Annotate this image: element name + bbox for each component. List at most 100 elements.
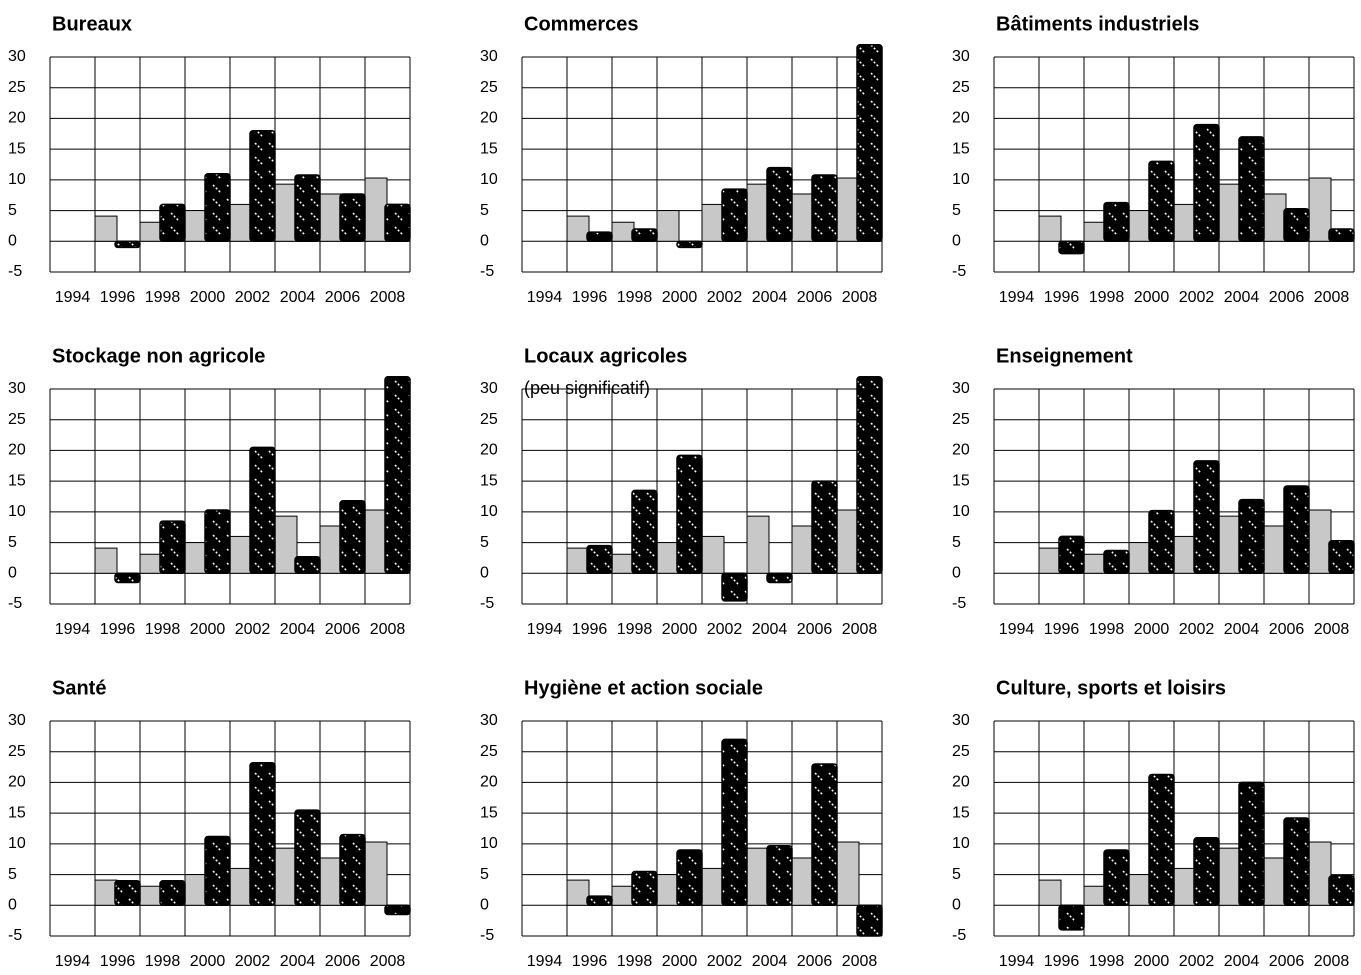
x-tick-label: 2000 <box>190 953 226 970</box>
bar <box>676 240 703 249</box>
bar <box>766 572 793 584</box>
bar <box>631 870 658 907</box>
bar <box>856 43 883 243</box>
bar <box>1283 485 1310 575</box>
bar <box>1238 498 1265 575</box>
bar <box>1128 874 1152 906</box>
x-tick-label: 2000 <box>190 621 226 638</box>
bar <box>364 841 388 906</box>
bar <box>721 572 748 602</box>
x-tick-label: 2000 <box>662 289 698 306</box>
x-tick-label: 1994 <box>55 621 91 638</box>
bar <box>1218 515 1242 574</box>
x-tick-label: 2002 <box>1179 953 1215 970</box>
x-tick-label: 2000 <box>1134 289 1170 306</box>
bar <box>811 763 838 907</box>
x-tick-label: 2008 <box>370 621 406 638</box>
y-tick-label: 15 <box>480 804 498 821</box>
y-tick-label: 30 <box>952 380 970 397</box>
bar <box>384 375 411 575</box>
bar <box>1193 836 1220 907</box>
x-tick-label: 1998 <box>1089 289 1125 306</box>
x-tick-label: 2006 <box>1269 621 1305 638</box>
bar <box>1128 210 1152 242</box>
x-tick-label: 2006 <box>325 621 361 638</box>
y-tick-label: 10 <box>8 503 26 520</box>
bar <box>1238 136 1265 243</box>
y-tick-label: 10 <box>480 171 498 188</box>
x-tick-label: 2006 <box>1269 289 1305 306</box>
bar <box>566 879 590 906</box>
y-tick-label: 5 <box>8 202 17 219</box>
bar <box>1103 849 1130 907</box>
bar <box>1173 867 1197 906</box>
y-tick-label: 0 <box>8 233 17 250</box>
y-tick-label: 5 <box>952 534 961 551</box>
bar <box>611 221 635 242</box>
y-tick-label: 5 <box>952 866 961 883</box>
bar <box>586 895 613 907</box>
chart-title: Stockage non agricole <box>52 345 265 367</box>
bar <box>856 375 883 575</box>
bar <box>1263 525 1287 574</box>
x-tick-label: 1994 <box>527 953 563 970</box>
y-tick-label: -5 <box>8 263 22 280</box>
bar <box>229 203 253 242</box>
x-tick-label: 1996 <box>572 621 608 638</box>
y-tick-label: 30 <box>8 380 26 397</box>
y-tick-label: 25 <box>8 411 26 428</box>
x-tick-label: 2006 <box>797 289 833 306</box>
x-tick-label: 1994 <box>55 953 91 970</box>
bar <box>701 535 725 574</box>
bar <box>1148 773 1175 907</box>
chart-title: Bureaux <box>52 13 132 35</box>
y-tick-label: 5 <box>480 202 489 219</box>
bar <box>294 809 321 907</box>
bar <box>1308 509 1332 574</box>
y-tick-label: 5 <box>8 534 17 551</box>
x-tick-label: 2004 <box>280 953 316 970</box>
y-tick-label: 5 <box>8 866 17 883</box>
bar <box>631 228 658 243</box>
chart-title: Bâtiments industriels <box>996 13 1199 35</box>
y-tick-label: 25 <box>952 743 970 760</box>
bar <box>566 547 590 574</box>
bar <box>94 879 118 906</box>
x-tick-label: 1996 <box>572 289 608 306</box>
x-tick-label: 1996 <box>100 621 136 638</box>
bar <box>249 129 276 243</box>
bar <box>811 174 838 243</box>
bar <box>1193 123 1220 243</box>
bar <box>114 879 141 907</box>
bar <box>1103 201 1130 243</box>
x-tick-label: 2002 <box>235 953 271 970</box>
x-tick-label: 2008 <box>370 953 406 970</box>
bar <box>856 904 883 937</box>
x-tick-label: 2008 <box>1314 953 1350 970</box>
y-tick-label: 15 <box>480 140 498 157</box>
x-tick-label: 2000 <box>190 289 226 306</box>
chart-title: Commerces <box>524 13 639 35</box>
x-tick-label: 1996 <box>572 953 608 970</box>
bar <box>229 867 253 906</box>
x-tick-label: 1998 <box>617 289 653 306</box>
bar <box>656 210 680 242</box>
x-tick-label: 2004 <box>280 621 316 638</box>
y-tick-label: 10 <box>952 171 970 188</box>
y-tick-label: 10 <box>8 171 26 188</box>
bar <box>364 177 388 242</box>
bar <box>1083 221 1107 242</box>
y-tick-label: -5 <box>952 263 966 280</box>
bar <box>676 454 703 575</box>
bar <box>701 867 725 906</box>
y-tick-label: 30 <box>8 712 26 729</box>
bar <box>249 446 276 575</box>
x-tick-label: 2000 <box>1134 953 1170 970</box>
y-tick-label: -5 <box>480 595 494 612</box>
bar <box>319 857 343 906</box>
x-tick-label: 1996 <box>1044 289 1080 306</box>
y-tick-label: 15 <box>952 804 970 821</box>
x-tick-label: 1994 <box>999 621 1035 638</box>
chart-title: Locaux agricoles <box>524 345 687 367</box>
x-tick-label: 2006 <box>797 621 833 638</box>
